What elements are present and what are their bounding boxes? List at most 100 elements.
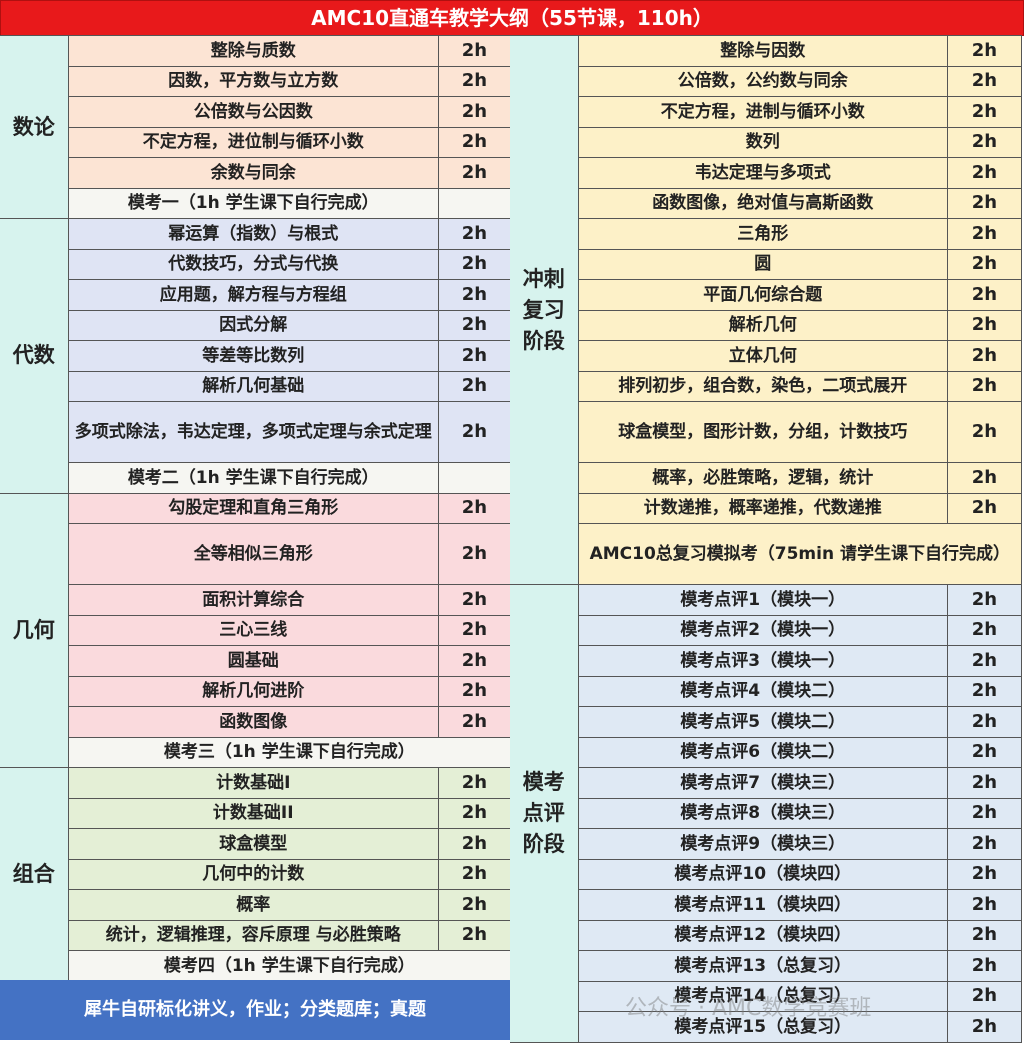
topic-cell: 模考点评10（模块四） — [577, 858, 948, 890]
hours-cell: 2h — [437, 889, 512, 921]
table-row: 数论 整除与质数 2h — [0, 35, 512, 219]
hours-cell: 2h — [437, 645, 512, 677]
right-syllabus-table: 冲刺复习阶段 整除与因数 2h 公倍数，公约数与同余 2h 不定方程，进制与循环小数 2h 数… — [510, 35, 1023, 1043]
table-row: 模考点评阶段 模考点评1（模块一） 2h — [510, 584, 1023, 1043]
hours-cell: 2h — [437, 492, 512, 524]
table-row: 三角形 2h — [510, 218, 1023, 250]
hours-cell: 2h — [946, 65, 1023, 97]
topic-cell: 立体几何 — [577, 340, 948, 372]
topic-cell: 模考点评1（模块一） — [577, 584, 948, 616]
table-row: 等差等比数列 2h — [0, 340, 512, 372]
topic-cell: 统计，逻辑推理，容斥原理 与必胜策略 — [67, 919, 439, 951]
topic-cell: 模考点评7（模块三） — [577, 767, 948, 799]
topic-cell: 排列初步，组合数，染色，二项式展开 — [577, 370, 948, 402]
topic-cell: 模考点评13（总复习） — [577, 950, 948, 982]
hours-cell: 2h — [946, 828, 1023, 860]
hours-cell: 2h — [437, 248, 512, 280]
topic-cell: 计数递推，概率递推，代数递推 — [577, 492, 948, 524]
table-row: 模考点评11（模块四） 2h — [510, 889, 1023, 921]
topic-cell: 三角形 — [577, 218, 948, 250]
topic-cell: 模考四（1h 学生课下自行完成） — [67, 950, 512, 982]
topic-cell: 应用题，解方程与方程组 — [67, 279, 439, 311]
hours-cell: 2h — [437, 309, 512, 341]
topic-cell: 三心三线 — [67, 614, 439, 646]
table-row: 函数图像，绝对值与高斯函数 2h — [510, 187, 1023, 219]
topic-cell: 韦达定理与多项式 — [577, 157, 948, 189]
topic-cell: 模考二（1h 学生课下自行完成） — [67, 462, 439, 494]
hours-cell: 2h — [437, 675, 512, 707]
hours-cell: 2h — [946, 126, 1023, 158]
table-row: 模考点评7（模块三） 2h — [510, 767, 1023, 799]
hours-cell: 2h — [437, 340, 512, 372]
table-row: 模考点评13（总复习） 2h — [510, 950, 1023, 982]
page-title: AMC10直通车教学大纲（55节课，110h） — [0, 0, 1024, 36]
topic-cell: 模考点评11（模块四） — [577, 889, 948, 921]
topic-cell: 圆 — [577, 248, 948, 280]
category-cell: 冲刺复习阶段 — [510, 35, 579, 585]
topic-cell: 数列 — [577, 126, 948, 158]
hours-cell: 2h — [946, 96, 1023, 128]
table-row: 面积计算综合 2h — [0, 584, 512, 616]
table-row: 模考二（1h 学生课下自行完成） — [0, 462, 512, 494]
hours-cell: 2h — [946, 858, 1023, 890]
topic-cell: 计数基础II — [67, 797, 439, 829]
table-row: 不定方程，进位制与循环小数 2h — [0, 126, 512, 158]
hours-cell — [437, 462, 512, 494]
hours-cell: 2h — [437, 35, 512, 67]
hours-cell: 2h — [437, 706, 512, 738]
table-row: 模考点评9（模块三） 2h — [510, 828, 1023, 860]
topic-cell: 解析几何进阶 — [67, 675, 439, 707]
table-row: 模考点评6（模块二） 2h — [510, 736, 1023, 768]
table-row: 模考点评14（总复习） 2h — [510, 980, 1023, 1012]
hours-cell: 2h — [946, 980, 1023, 1012]
hours-cell: 2h — [437, 797, 512, 829]
hours-cell: 2h — [946, 157, 1023, 189]
hours-cell: 2h — [437, 218, 512, 250]
topic-cell: 概率 — [67, 889, 439, 921]
hours-cell: 2h — [946, 218, 1023, 250]
topic-cell: 概率，必胜策略，逻辑，统计 — [577, 462, 948, 494]
topic-cell: 计数基础I — [67, 767, 439, 799]
table-row: 圆基础 2h — [0, 645, 512, 677]
topic-cell: 模考点评6（模块二） — [577, 736, 948, 768]
category-cell: 几何 — [0, 492, 69, 768]
category-cell: 数论 — [0, 35, 69, 219]
table-row: 球盒模型 2h — [0, 828, 512, 860]
hours-cell: 2h — [946, 675, 1023, 707]
table-row: 平面几何综合题 2h — [510, 279, 1023, 311]
table-row: 代数 幂运算（指数）与根式 2h — [0, 218, 512, 494]
topic-cell: 模考三（1h 学生课下自行完成） — [67, 736, 512, 768]
topic-cell: 等差等比数列 — [67, 340, 439, 372]
topic-cell: 模考点评4（模块二） — [577, 675, 948, 707]
topic-cell: 代数技巧，分式与代换 — [67, 248, 439, 280]
hours-cell: 2h — [946, 492, 1023, 524]
table-row: AMC10总复习模拟考（75min 请学生课下自行完成） — [510, 523, 1023, 585]
table-row: 多项式除法，韦达定理，多项式定理与余式定理 2h — [0, 401, 512, 463]
table-row: 代数技巧，分式与代换 2h — [0, 248, 512, 280]
table-row: 模考点评2（模块一） 2h — [510, 614, 1023, 646]
left-syllabus-table: 数论 整除与质数 2h 因数，平方数与立方数 2h 公倍数与公因数 2h 不定方程，进位制与循… — [0, 35, 512, 982]
table-row: 模考三（1h 学生课下自行完成） — [0, 736, 512, 768]
table-row: 几何中的计数 2h — [0, 858, 512, 890]
hours-cell: 2h — [437, 767, 512, 799]
hours-cell: 2h — [946, 401, 1023, 463]
topic-cell: 平面几何综合题 — [577, 279, 948, 311]
hours-cell: 2h — [437, 370, 512, 402]
hours-cell: 2h — [946, 797, 1023, 829]
table-row: 模考点评8（模块三） 2h — [510, 797, 1023, 829]
table-row: 冲刺复习阶段 整除与因数 2h — [510, 35, 1023, 585]
hours-cell: 2h — [946, 645, 1023, 677]
table-row: 数列 2h — [510, 126, 1023, 158]
hours-cell: 2h — [946, 950, 1023, 982]
hours-cell: 2h — [946, 767, 1023, 799]
topic-cell: 多项式除法，韦达定理，多项式定理与余式定理 — [67, 401, 439, 463]
table-row: 函数图像 2h — [0, 706, 512, 738]
table-row: 模考点评3（模块一） 2h — [510, 645, 1023, 677]
table-row: 模考点评4（模块二） 2h — [510, 675, 1023, 707]
topic-cell: 模考点评9（模块三） — [577, 828, 948, 860]
topic-cell: 模考点评8（模块三） — [577, 797, 948, 829]
topic-cell: 模考点评3（模块一） — [577, 645, 948, 677]
topic-cell: 解析几何 — [577, 309, 948, 341]
hours-cell: 2h — [946, 279, 1023, 311]
topic-cell: 整除与因数 — [577, 35, 948, 67]
